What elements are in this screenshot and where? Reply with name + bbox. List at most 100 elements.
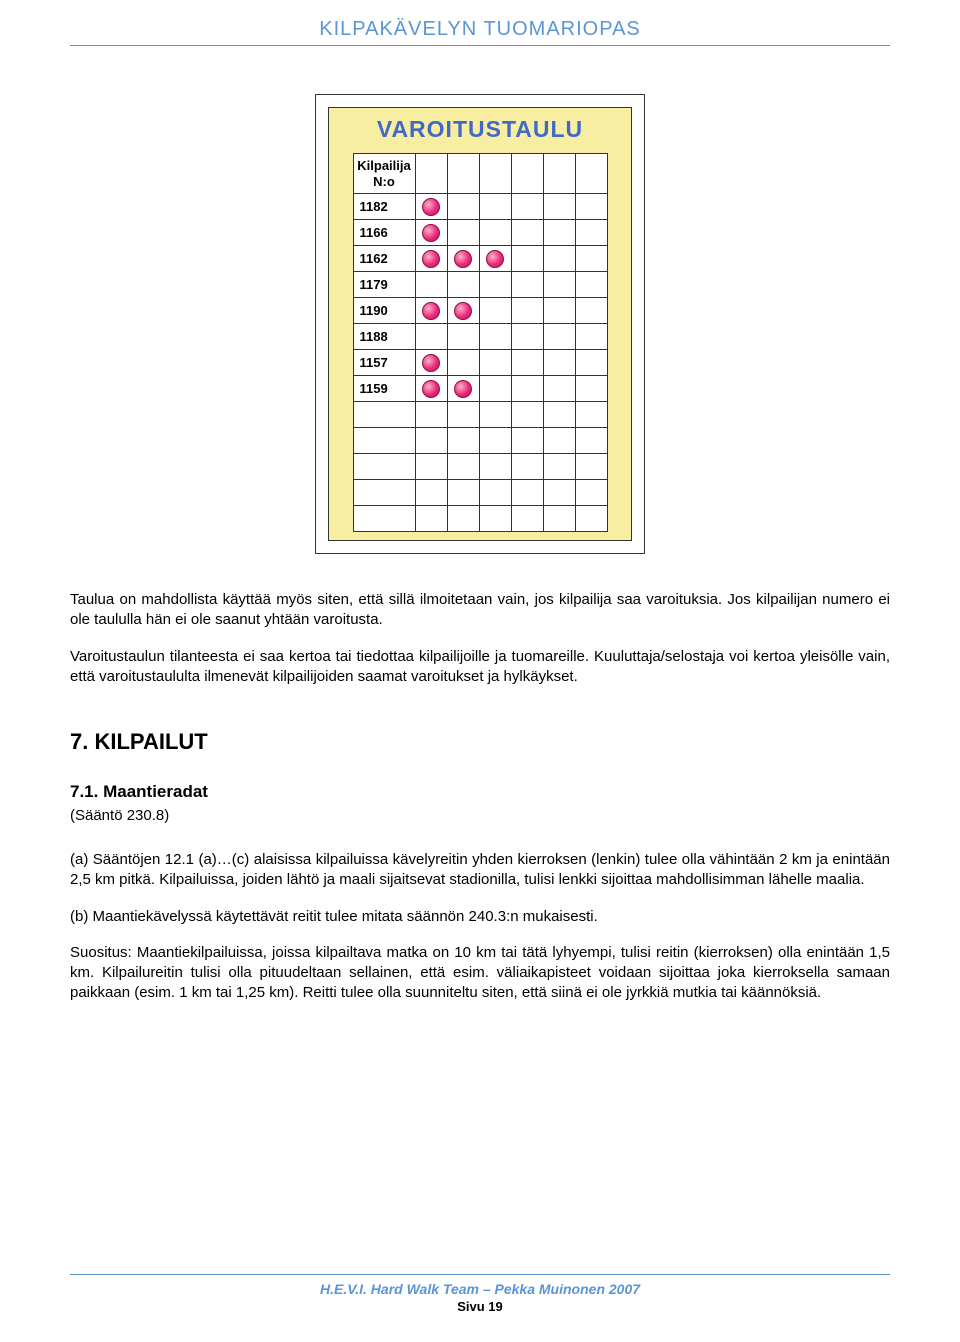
warning-cell	[543, 220, 575, 246]
warning-board: VAROITUSTAULU Kilpailija N:o	[328, 107, 632, 541]
warning-dot-icon	[454, 302, 472, 320]
warning-dot-icon	[422, 250, 440, 268]
warning-dot-icon	[454, 250, 472, 268]
competitor-number	[353, 402, 415, 428]
competitor-number	[353, 506, 415, 532]
page-header: KILPAKÄVELYN TUOMARIOPAS	[70, 18, 890, 46]
board-header-empty	[575, 154, 607, 194]
warning-cell	[575, 246, 607, 272]
table-row	[353, 454, 607, 480]
page-footer: H.E.V.I. Hard Walk Team – Pekka Muinonen…	[70, 1274, 890, 1314]
warning-cell	[415, 220, 447, 246]
rule-reference: (Sääntö 230.8)	[70, 806, 890, 826]
warning-cell	[447, 324, 479, 350]
warning-cell	[415, 272, 447, 298]
warning-cell	[415, 506, 447, 532]
warning-cell	[447, 194, 479, 220]
warning-dot-icon	[454, 380, 472, 398]
competitor-number: 1179	[353, 272, 415, 298]
warning-cell	[415, 428, 447, 454]
warning-cell	[543, 428, 575, 454]
warning-cell	[511, 246, 543, 272]
warning-cell	[543, 194, 575, 220]
warning-cell	[543, 454, 575, 480]
table-row	[353, 402, 607, 428]
warning-cell	[543, 350, 575, 376]
footer-page-number: Sivu 19	[70, 1299, 890, 1314]
table-row: 1190	[353, 298, 607, 324]
warning-cell	[575, 376, 607, 402]
warning-cell	[511, 272, 543, 298]
warning-dot-icon	[486, 250, 504, 268]
warning-cell	[415, 324, 447, 350]
table-row: 1166	[353, 220, 607, 246]
warning-cell	[575, 272, 607, 298]
warning-cell	[511, 402, 543, 428]
board-header-empty	[447, 154, 479, 194]
board-header-empty	[511, 154, 543, 194]
warning-cell	[575, 480, 607, 506]
competitor-number: 1190	[353, 298, 415, 324]
warning-cell	[479, 298, 511, 324]
warning-cell	[543, 272, 575, 298]
table-row: 1159	[353, 376, 607, 402]
board-header-empty	[543, 154, 575, 194]
warning-cell	[447, 480, 479, 506]
warning-cell	[511, 298, 543, 324]
warning-cell	[447, 350, 479, 376]
warning-cell	[479, 194, 511, 220]
warning-cell	[511, 220, 543, 246]
warning-cell	[447, 402, 479, 428]
warning-cell	[575, 324, 607, 350]
warning-cell	[575, 350, 607, 376]
warning-cell	[479, 324, 511, 350]
warning-cell	[415, 298, 447, 324]
competitor-number	[353, 480, 415, 506]
warning-cell	[415, 480, 447, 506]
recommendation-paragraph: Suositus: Maantiekilpailuissa, joissa ki…	[70, 943, 890, 1004]
rule-paragraph-b: (b) Maantiekävelyssä käytettävät reitit …	[70, 907, 890, 927]
warning-board-container: VAROITUSTAULU Kilpailija N:o	[70, 94, 890, 554]
competitor-number: 1159	[353, 376, 415, 402]
board-header-line1: Kilpailija	[357, 158, 410, 173]
competitor-number	[353, 454, 415, 480]
warning-board-table: Kilpailija N:o 1182116611621179119011881…	[353, 153, 608, 532]
warning-cell	[575, 402, 607, 428]
warning-cell	[447, 506, 479, 532]
warning-board-title: VAROITUSTAULU	[329, 108, 631, 153]
table-row: 1182	[353, 194, 607, 220]
competitor-number: 1157	[353, 350, 415, 376]
warning-cell	[479, 402, 511, 428]
warning-cell	[575, 194, 607, 220]
warning-dot-icon	[422, 354, 440, 372]
paragraph: Varoitustaulun tilanteesta ei saa kertoa…	[70, 647, 890, 688]
warning-cell	[415, 350, 447, 376]
subsection-heading: 7.1. Maantieradat	[70, 781, 890, 804]
board-header-empty	[479, 154, 511, 194]
warning-cell	[511, 454, 543, 480]
warning-cell	[575, 220, 607, 246]
warning-cell	[479, 506, 511, 532]
warning-cell	[543, 506, 575, 532]
warning-cell	[511, 428, 543, 454]
warning-cell	[447, 298, 479, 324]
warning-cell	[447, 376, 479, 402]
board-header-empty	[415, 154, 447, 194]
warning-dot-icon	[422, 302, 440, 320]
rule-paragraph-a: (a) Sääntöjen 12.1 (a)…(c) alaisissa kil…	[70, 850, 890, 891]
warning-cell	[479, 246, 511, 272]
warning-cell	[511, 506, 543, 532]
warning-cell	[447, 428, 479, 454]
table-row	[353, 480, 607, 506]
warning-cell	[479, 480, 511, 506]
warning-cell	[479, 376, 511, 402]
warning-cell	[511, 324, 543, 350]
warning-dot-icon	[422, 198, 440, 216]
warning-cell	[511, 376, 543, 402]
warning-cell	[543, 298, 575, 324]
warning-cell	[543, 402, 575, 428]
table-row	[353, 428, 607, 454]
competitor-number: 1162	[353, 246, 415, 272]
table-row: 1157	[353, 350, 607, 376]
table-row: 1188	[353, 324, 607, 350]
